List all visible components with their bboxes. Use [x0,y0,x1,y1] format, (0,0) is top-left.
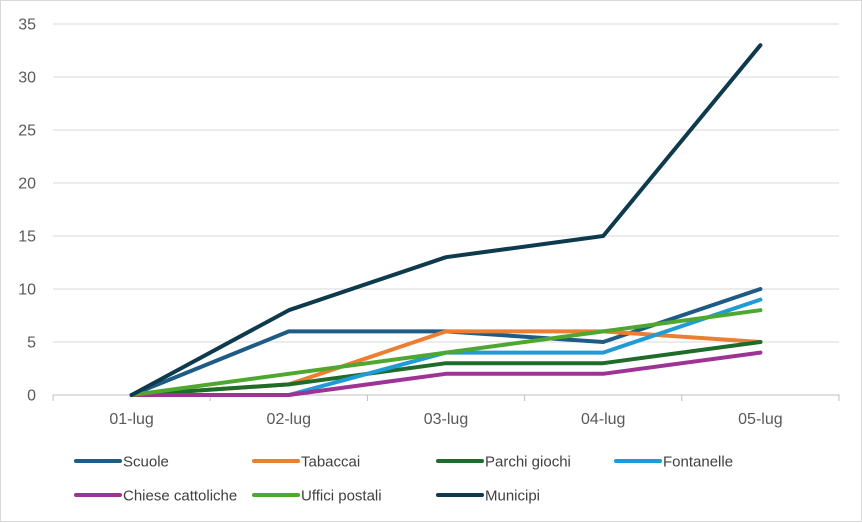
legend-item: Municipi [436,488,540,505]
legend-label: Uffici postali [301,488,382,505]
y-tick-label: 0 [27,388,36,405]
legend-label: Scuole [123,454,169,471]
x-tick-label: 03-lug [424,411,468,428]
y-tick-label: 20 [18,176,36,193]
series-line-chiese-cattoliche [129,350,763,397]
x-tick-label: 05-lug [738,411,782,428]
legend-label: Fontanelle [663,454,733,471]
series-line-municipi [129,43,763,397]
legend-item: Fontanelle [614,454,733,471]
y-tick-label: 35 [18,17,36,34]
legend-item: Uffici postali [252,488,382,505]
legend-item: Scuole [74,454,169,471]
x-tick-label: 04-lug [581,411,625,428]
legend: Scuole Tabaccai Parchi giochi Fontanelle Chi… [74,454,733,505]
y-tick-label: 25 [18,123,36,140]
legend-label: Parchi giochi [485,454,571,471]
y-axis-tick-labels: 0 5 10 15 20 25 30 35 [18,17,36,405]
legend-item: Parchi giochi [436,454,571,471]
y-tick-label: 15 [18,229,36,246]
legend-label: Tabaccai [301,454,360,471]
y-tick-label: 30 [18,70,36,87]
y-tick-label: 5 [27,335,36,352]
y-tick-label: 10 [18,282,36,299]
x-axis-tick-labels: 01-lug 02-lug 03-lug 04-lug 05-lug [109,411,782,428]
legend-label: Chiese cattoliche [123,488,237,505]
series-line-parchi-giochi [129,340,763,397]
gridlines [52,23,840,401]
x-tick-label: 02-lug [267,411,311,428]
legend-item: Chiese cattoliche [74,488,237,505]
series-line-uffici-postali [129,308,763,397]
series-lines [129,43,763,397]
legend-label: Municipi [485,488,540,505]
legend-item: Tabaccai [252,454,360,471]
x-tick-label: 01-lug [109,411,153,428]
